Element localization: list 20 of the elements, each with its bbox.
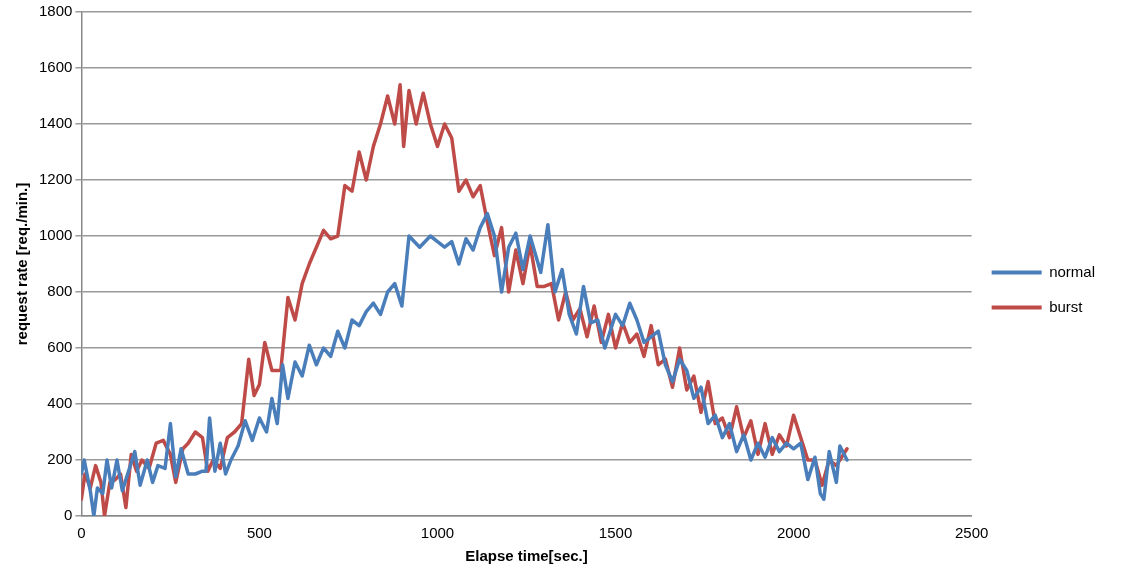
x-tick-label: 2500 [954, 524, 989, 542]
y-tick-label: 0 [64, 506, 73, 524]
y-tick-label: 800 [47, 282, 73, 300]
x-tick-label: 500 [246, 524, 272, 542]
y-tick-label: 600 [47, 338, 73, 356]
x-axis-title: Elapse time[sec.] [465, 547, 588, 565]
y-tick-label: 200 [47, 450, 73, 468]
x-tick-label: 0 [77, 524, 86, 542]
x-tick-label: 2000 [776, 524, 811, 542]
y-tick-label: 1000 [38, 226, 73, 244]
x-tick-label: 1500 [598, 524, 633, 542]
x-tick-label: 1000 [420, 524, 455, 542]
y-axis-title: request rate [req./min.] [13, 182, 31, 346]
y-tick-label: 1600 [38, 58, 73, 76]
y-tick-label: 1800 [38, 2, 73, 20]
legend-label: burst [1049, 297, 1084, 315]
y-tick-label: 400 [47, 394, 73, 412]
legend-label: normal [1049, 262, 1096, 280]
y-tick-label: 1200 [38, 170, 73, 188]
y-tick-label: 1400 [38, 114, 73, 132]
